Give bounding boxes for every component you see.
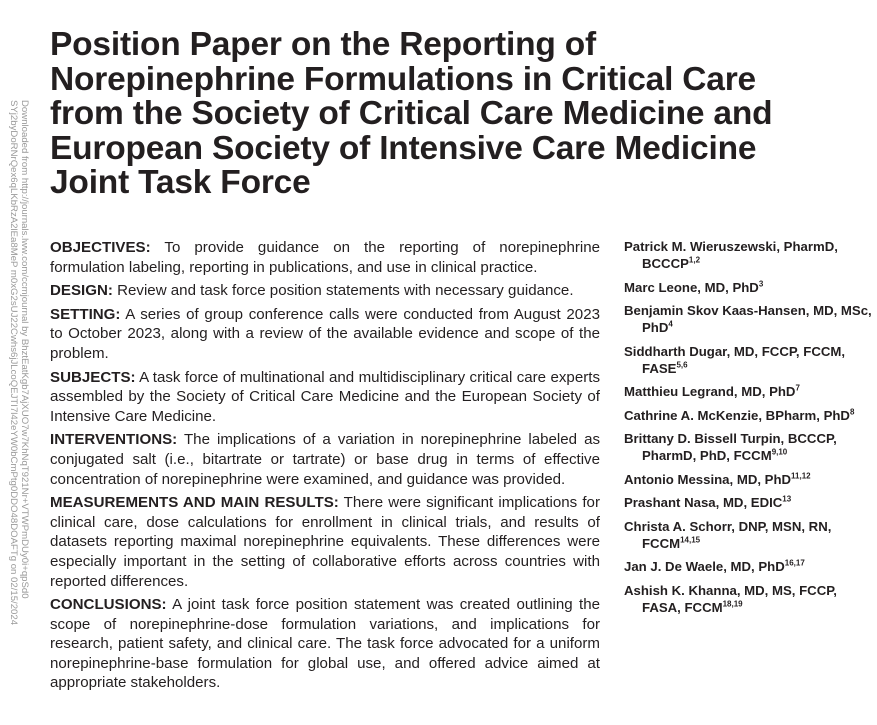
author: Brittany D. Bissell Turpin, BCCCP, Pharm…	[624, 430, 874, 464]
affiliation: 16,17	[784, 558, 805, 568]
affiliation: 13	[782, 494, 792, 504]
section-text: A task force of multinational and multid…	[50, 368, 600, 425]
author: Patrick M. Wieruszewski, PharmD, BCCCP1,…	[624, 238, 874, 272]
author-name: Jan J. De Waele, MD, PhD	[624, 559, 785, 574]
section-text: A series of group conference calls were …	[50, 305, 600, 362]
affiliation: 8	[849, 407, 855, 417]
affiliation: 7	[795, 383, 800, 393]
author-list: Patrick M. Wieruszewski, PharmD, BCCCP1,…	[624, 238, 874, 622]
author-name: Siddharth Dugar, MD, FCCP, FCCM, FASE	[624, 343, 846, 376]
author: Jan J. De Waele, MD, PhD16,17	[624, 558, 874, 575]
section-heading: OBJECTIVES:	[50, 239, 151, 256]
author: Prashant Nasa, MD, EDIC13	[624, 494, 874, 511]
abstract-design: DESIGN: Review and task force position s…	[50, 281, 600, 301]
section-heading: MEASUREMENTS AND MAIN RESULTS:	[50, 494, 339, 512]
section-heading: SETTING:	[50, 305, 121, 323]
author-name: Christa A. Schorr, DNP, MSN, RN, FCCM	[624, 518, 832, 551]
abstract-setting: SETTING: A series of group conference ca…	[50, 305, 600, 364]
section-heading: CONCLUSIONS:	[50, 596, 167, 614]
download-watermark: Downloaded from http://journals.lww.com/…	[8, 100, 30, 625]
download-line-2: SYj2byDoRNrQex6qLKbRzA2lEa8MeP m0xG2sUJ2…	[8, 100, 19, 626]
section-text: A joint task force position statement wa…	[50, 596, 600, 692]
download-line-1: Downloaded from http://journals.lww.com/…	[19, 100, 30, 599]
abstract-conclusions: CONCLUSIONS: A joint task force position…	[50, 595, 600, 693]
abstract-results: MEASUREMENTS AND MAIN RESULTS: There wer…	[50, 493, 600, 591]
author-name: Cathrine A. McKenzie, BPharm, PhD	[624, 407, 850, 423]
author: Antonio Messina, MD, PhD11,12	[624, 471, 874, 488]
abstract: OBJECTIVES: To provide guidance on the r…	[50, 238, 600, 697]
section-text: Review and task force position statement…	[117, 282, 574, 300]
author-name: Brittany D. Bissell Turpin, BCCCP, Pharm…	[624, 431, 837, 463]
section-heading: SUBJECTS:	[50, 368, 136, 386]
author-name: Matthieu Legrand, MD, PhD	[624, 384, 796, 399]
author-name: Ashish K. Khanna, MD, MS, FCCP, FASA, FC…	[624, 582, 837, 615]
author: Benjamin Skov Kaas-Hansen, MD, MSc, PhD4	[624, 302, 874, 336]
affiliation: 14,15	[680, 535, 701, 545]
abstract-interventions: INTERVENTIONS: The implications of a var…	[50, 430, 600, 489]
section-text: The implications of a variation in norep…	[50, 431, 601, 488]
affiliation: 18,19	[722, 599, 743, 609]
abstract-objectives: OBJECTIVES: To provide guidance on the r…	[50, 238, 600, 277]
section-heading: INTERVENTIONS:	[50, 431, 178, 449]
author: Cathrine A. McKenzie, BPharm, PhD8	[624, 407, 874, 424]
affiliation: 11,12	[791, 471, 811, 481]
author-name: Patrick M. Wieruszewski, PharmD, BCCCP	[624, 239, 838, 271]
affiliation: 5,6	[676, 360, 688, 370]
section-text: To provide guidance on the reporting of …	[50, 239, 601, 276]
author: Matthieu Legrand, MD, PhD7	[624, 383, 874, 400]
abstract-subjects: SUBJECTS: A task force of multinational …	[50, 368, 600, 427]
author-name: Antonio Messina, MD, PhD	[624, 471, 792, 487]
author: Christa A. Schorr, DNP, MSN, RN, FCCM14,…	[624, 518, 874, 552]
author: Marc Leone, MD, PhD3	[624, 279, 874, 296]
author: Siddharth Dugar, MD, FCCP, FCCM, FASE5,6	[624, 343, 874, 377]
author-name: Marc Leone, MD, PhD	[624, 279, 759, 295]
section-text: There were significant implications for …	[50, 494, 600, 590]
section-heading: DESIGN:	[50, 282, 113, 300]
author-name: Prashant Nasa, MD, EDIC	[624, 495, 783, 510]
affiliation: 1,2	[688, 255, 701, 265]
affiliation: 9,10	[771, 447, 788, 457]
paper-title: Position Paper on the Reporting of Norep…	[50, 26, 773, 201]
affiliation: 4	[668, 319, 673, 329]
author: Ashish K. Khanna, MD, MS, FCCP, FASA, FC…	[624, 582, 874, 616]
affiliation: 3	[758, 279, 764, 289]
author-name: Benjamin Skov Kaas-Hansen, MD, MSc, PhD	[624, 303, 872, 335]
